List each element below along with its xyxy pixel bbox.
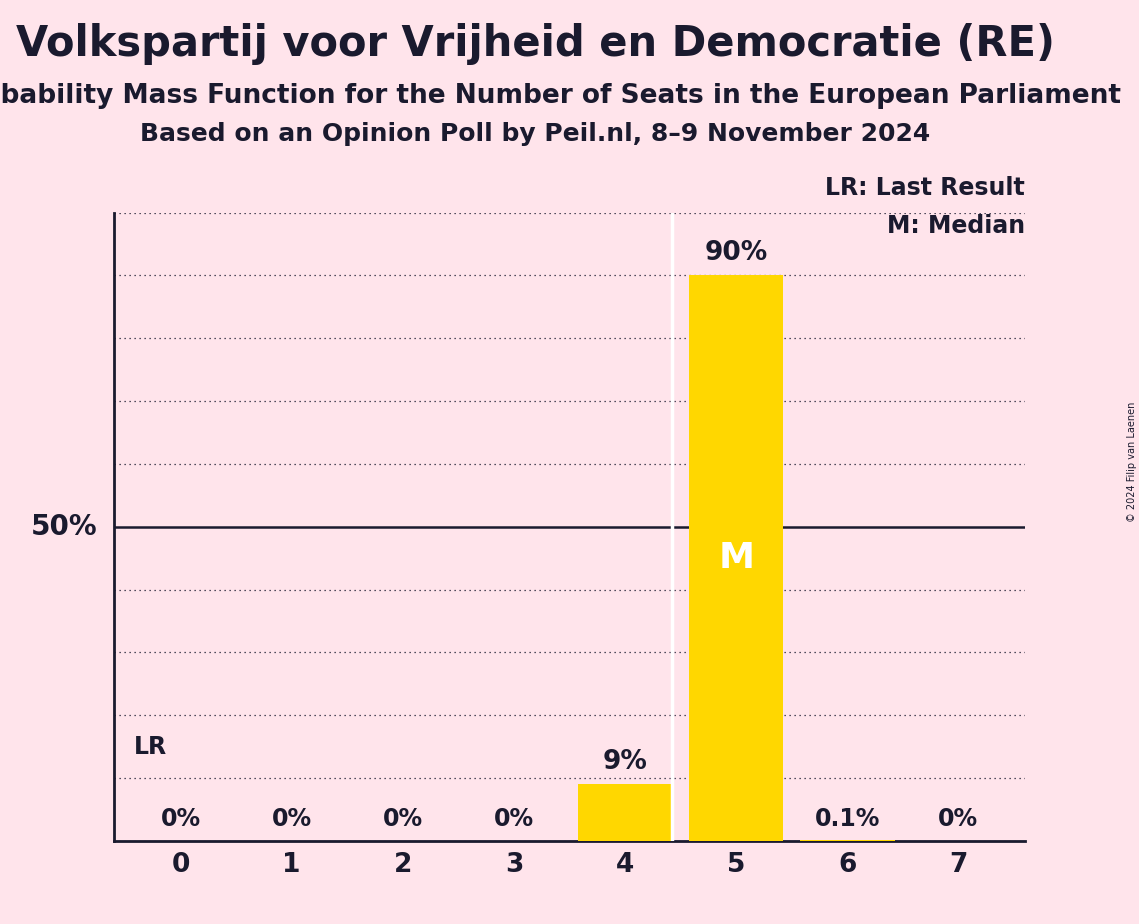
Text: M: M [719, 541, 754, 575]
Text: Based on an Opinion Poll by Peil.nl, 8–9 November 2024: Based on an Opinion Poll by Peil.nl, 8–9… [140, 122, 931, 146]
Bar [577, 784, 672, 841]
Text: 0.1%: 0.1% [814, 808, 880, 832]
Text: © 2024 Filip van Laenen: © 2024 Filip van Laenen [1126, 402, 1137, 522]
Text: 0%: 0% [383, 808, 423, 832]
Text: LR: LR [134, 736, 167, 760]
Bar [689, 275, 784, 841]
Text: Volkspartij voor Vrijheid en Democratie (RE): Volkspartij voor Vrijheid en Democratie … [16, 23, 1055, 65]
Text: M: Median: M: Median [887, 213, 1025, 237]
Text: 0%: 0% [494, 808, 534, 832]
Text: 0%: 0% [161, 808, 200, 832]
Text: Probability Mass Function for the Number of Seats in the European Parliament: Probability Mass Function for the Number… [0, 83, 1121, 109]
Text: 9%: 9% [603, 748, 647, 775]
Text: 90%: 90% [705, 240, 768, 266]
Text: LR: Last Result: LR: Last Result [826, 176, 1025, 200]
Text: 50%: 50% [31, 513, 97, 541]
Text: 0%: 0% [271, 808, 312, 832]
Text: 0%: 0% [939, 808, 978, 832]
